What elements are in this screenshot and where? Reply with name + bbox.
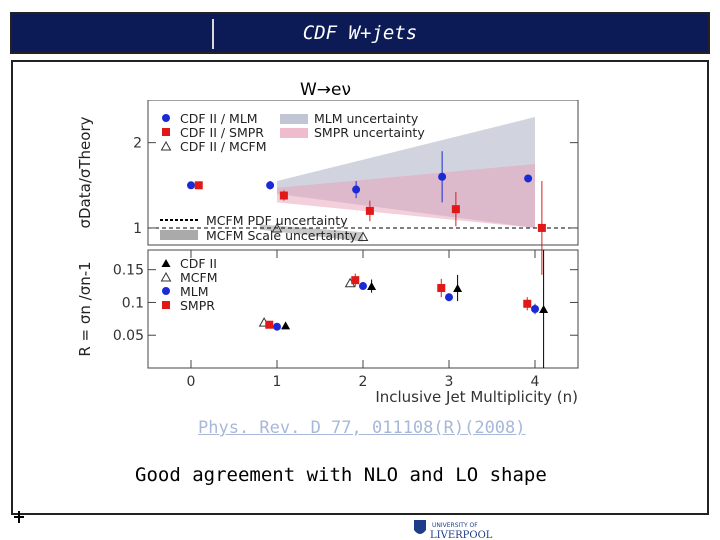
y-axis-label: σData/σTheory xyxy=(76,116,94,228)
data-point xyxy=(279,191,288,200)
data-point xyxy=(531,305,539,313)
data-point xyxy=(523,299,532,308)
data-point xyxy=(273,322,281,331)
y-tick-label: 0.15 xyxy=(113,263,144,279)
data-point xyxy=(187,181,195,190)
y-axis-label: R = σn /σn-1 xyxy=(76,261,94,356)
y-tick-label: 1 xyxy=(133,221,142,237)
x-tick-label: 0 xyxy=(187,374,196,390)
legend-marker xyxy=(162,301,170,309)
y-tick-label: 2 xyxy=(133,136,142,152)
data-point xyxy=(266,181,275,190)
x-tick-label: 1 xyxy=(273,374,282,390)
data-point xyxy=(281,321,291,330)
x-axis-label: Inclusive Jet Multiplicity (n) xyxy=(375,388,578,405)
legend-marker xyxy=(162,128,170,136)
x-tick-label: 2 xyxy=(359,374,368,390)
legend-marker xyxy=(160,271,172,282)
x-tick-label: 4 xyxy=(531,374,540,390)
data-point xyxy=(357,231,369,241)
mcfm-scale-band xyxy=(259,224,363,242)
x-tick-label: 3 xyxy=(445,374,454,390)
legend-label: MLM uncertainty xyxy=(314,111,419,126)
data-point xyxy=(445,293,453,302)
y-tick-label: 0.05 xyxy=(113,328,144,344)
data-point xyxy=(365,206,374,215)
title-bar: CDF W+jets xyxy=(10,12,710,54)
legend-marker xyxy=(162,114,170,122)
legend-label: CDF II / MCFM xyxy=(180,139,267,154)
y-tick-label: 0.1 xyxy=(122,295,144,311)
slide-title: CDF W+jets xyxy=(302,22,418,44)
data-point xyxy=(351,276,360,285)
smpr-uncertainty-band xyxy=(277,163,535,228)
legend-swatch xyxy=(280,114,308,124)
legend-label: SMPR xyxy=(180,298,215,313)
title-divider xyxy=(212,19,214,49)
legend-label: MCFM PDF uncertainty xyxy=(206,213,348,228)
legend-marker xyxy=(161,259,171,267)
legend-label: MCFM Scale uncertainty xyxy=(206,228,357,243)
slide-caption: Good agreement with NLO and LO shape xyxy=(135,464,547,486)
legend-label: MLM xyxy=(180,284,209,299)
data-point xyxy=(539,305,549,313)
corner-mark-vertical xyxy=(18,511,20,523)
data-point xyxy=(524,174,533,183)
university-logo: UNIVERSITY OF LIVERPOOL xyxy=(414,520,493,540)
data-point xyxy=(359,282,367,291)
data-point xyxy=(438,172,447,181)
logo-text-top: UNIVERSITY OF xyxy=(432,522,478,529)
legend-swatch xyxy=(280,128,308,138)
legend-marker xyxy=(162,287,170,295)
data-point xyxy=(265,320,274,329)
reference-link[interactable]: Phys. Rev. D 77, 011108(R)(2008) xyxy=(198,418,526,438)
legend-label: CDF II / MLM xyxy=(180,111,258,126)
plot-subtitle: W→eν xyxy=(300,80,352,100)
data-point xyxy=(352,185,361,194)
legend-label: CDF II / SMPR xyxy=(180,125,264,140)
top-frame xyxy=(147,100,579,246)
logo-text-bottom: LIVERPOOL xyxy=(430,530,493,540)
data-point xyxy=(271,222,283,233)
legend-label: CDF II xyxy=(180,256,217,271)
data-point xyxy=(451,205,460,214)
data-point xyxy=(194,181,203,190)
data-point xyxy=(537,223,546,232)
legend-label: MCFM xyxy=(180,270,218,285)
legend-label: SMPR uncertainty xyxy=(314,125,425,140)
data-point xyxy=(367,282,377,291)
legend-marker xyxy=(160,140,172,151)
legend-swatch xyxy=(160,230,198,240)
data-point xyxy=(453,284,463,293)
data-point xyxy=(437,284,446,293)
